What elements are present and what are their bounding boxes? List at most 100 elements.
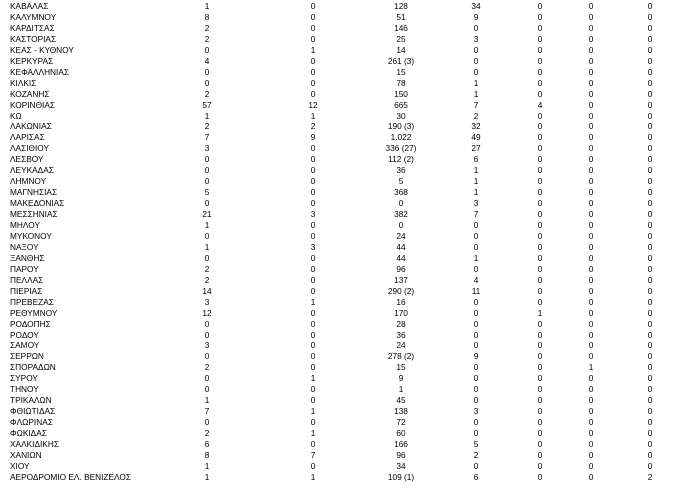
row-label: ΠΙΕΡΙΑΣ (10, 285, 43, 296)
table-cell: 0 (647, 263, 653, 274)
table-cell: 0 (473, 329, 479, 340)
table-cell: 3 (204, 296, 210, 307)
table-cell: 0 (473, 384, 479, 395)
table-cell: 4 (204, 55, 210, 66)
table-cell: 0 (588, 33, 594, 44)
table-cell: 0 (647, 220, 653, 230)
row-label: ΠΑΡΟΥ (10, 263, 39, 274)
table-cell: 0 (537, 318, 543, 329)
table-cell: 0 (537, 439, 543, 449)
table-cell: 278 (2) (387, 351, 415, 362)
table-cell: 0 (588, 121, 594, 132)
table-cell: 0 (310, 263, 316, 274)
table-cell: 0 (588, 55, 594, 66)
table-cell: 0 (588, 285, 594, 296)
table-cell: 1 (204, 220, 210, 230)
table-cell: 0 (537, 33, 543, 44)
table-cell: 0 (537, 285, 543, 296)
row-label: ΛΕΥΚΑΔΑΣ (10, 165, 54, 176)
table-cell: 0 (537, 449, 543, 460)
table-cell: 0 (537, 88, 543, 99)
table-cell: 44 (396, 252, 406, 263)
table-cell: 146 (394, 22, 408, 33)
table-cell: 15 (396, 362, 406, 373)
table-cell: 0 (310, 176, 316, 187)
table-cell: 0 (647, 449, 653, 460)
table-cell: 14 (396, 44, 406, 55)
table-cell: 0 (537, 22, 543, 33)
table-cell: 0 (588, 340, 594, 351)
table-cell: 0 (537, 198, 543, 209)
table-cell: 0 (647, 1, 653, 11)
table-cell: 1 (310, 471, 316, 482)
table-cell: 0 (588, 471, 594, 482)
table-cell: 261 (3) (387, 55, 415, 66)
table-cell: 25 (396, 33, 406, 44)
row-label: ΜΑΚΕΔΟΝΙΑΣ (10, 198, 65, 209)
row-label: ΛΑΚΩΝΙΑΣ (10, 121, 52, 132)
table-cell: 0 (537, 351, 543, 362)
table-cell: 0 (537, 274, 543, 285)
table-cell: 0 (204, 252, 210, 263)
table-cell: 0 (588, 110, 594, 121)
table-cell: 1 (310, 44, 316, 55)
table-cell: 0 (310, 220, 316, 230)
table-cell: 11 (471, 285, 481, 296)
table-cell: 32 (471, 121, 481, 132)
table-cell: 2 (204, 263, 210, 274)
table-cell: 1 (473, 252, 479, 263)
table-cell: 7 (204, 406, 210, 417)
table-cell: 0 (647, 296, 653, 307)
table-cell: 9 (473, 11, 479, 22)
table-cell: 0 (588, 44, 594, 55)
table-cell: 0 (647, 362, 653, 373)
table-cell: 0 (473, 55, 479, 66)
table-cell: 1 (588, 362, 594, 373)
table-cell: 0 (537, 121, 543, 132)
table-cell: 0 (647, 351, 653, 362)
row-label: ΧΙΟΥ (10, 460, 30, 471)
table-cell: 0 (588, 318, 594, 329)
table-cell: 0 (647, 252, 653, 263)
table-cell: 0 (647, 329, 653, 340)
table-cell: 4 (473, 274, 479, 285)
table-cell: 49 (471, 132, 481, 143)
row-label: ΛΑΣΙΘΙΟΥ (10, 143, 49, 154)
table-cell: 0 (537, 176, 543, 187)
table-cell: 0 (310, 187, 316, 198)
table-cell: 0 (473, 318, 479, 329)
table-cell: 290 (2) (387, 285, 415, 296)
row-label: ΤΡΙΚΑΛΩΝ (10, 395, 52, 406)
table-cell: 0 (310, 318, 316, 329)
row-label: ΧΑΛΚΙΔΙΚΗΣ (10, 439, 59, 449)
row-label: ΚΕΡΚΥΡΑΣ (10, 55, 54, 66)
table-cell: 0 (537, 395, 543, 406)
table-cell: 150 (394, 88, 408, 99)
table-cell: 0 (647, 99, 653, 110)
table-cell: 0 (647, 132, 653, 143)
table-cell: 0 (310, 1, 316, 11)
table-cell: 0 (204, 318, 210, 329)
table-cell: 0 (647, 66, 653, 77)
row-label: ΣΠΟΡΑΔΩΝ (10, 362, 56, 373)
row-label: ΣΑΜΟΥ (10, 340, 40, 351)
table-cell: 0 (537, 1, 543, 11)
table-cell: 72 (396, 417, 406, 428)
table-cell: 0 (647, 77, 653, 88)
table-cell: 0 (588, 132, 594, 143)
table-cell: 2 (647, 471, 653, 482)
table-cell: 0 (204, 165, 210, 176)
table-cell: 5 (204, 187, 210, 198)
table-cell: 0 (310, 11, 316, 22)
table-cell: 7 (310, 449, 316, 460)
table-cell: 9 (310, 132, 316, 143)
table-cell: 0 (647, 340, 653, 351)
table-cell: 0 (537, 384, 543, 395)
table-cell: 9 (398, 373, 404, 384)
table-cell: 0 (310, 143, 316, 154)
table-cell: 0 (588, 263, 594, 274)
table-cell: 0 (647, 55, 653, 66)
table-cell: 0 (310, 460, 316, 471)
table-cell: 112 (2) (388, 154, 414, 165)
table-cell: 0 (588, 99, 594, 110)
